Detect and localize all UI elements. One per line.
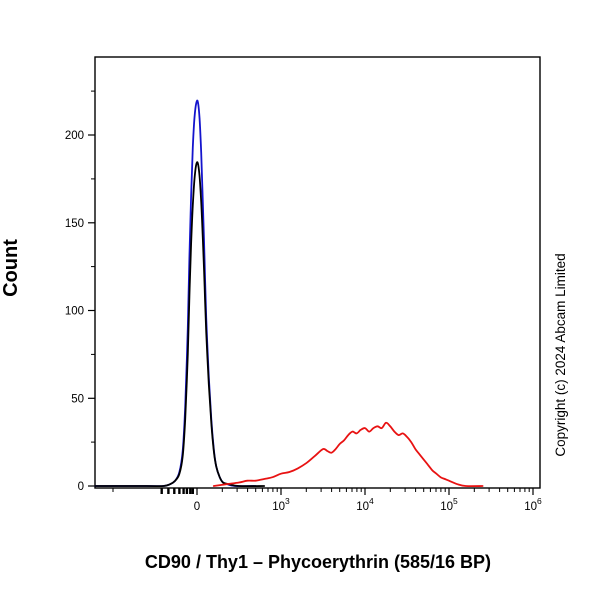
copyright-text: Copyright (c) 2024 Abcam Limited	[553, 253, 568, 456]
x-tick-label: 104	[356, 496, 374, 513]
y-tick-label: 50	[71, 393, 84, 405]
x-axis-title: CD90 / Thy1 – Phycoerythrin (585/16 BP)	[145, 552, 491, 572]
x-tick-label: 105	[440, 496, 458, 513]
y-axis-title: Count	[0, 239, 22, 297]
series-black-curve	[94, 161, 266, 488]
x-tick-label: 0	[194, 501, 200, 513]
y-tick-label: 0	[78, 481, 84, 493]
y-tick-label: 150	[65, 218, 84, 230]
x-tick-label: 106	[524, 496, 542, 513]
y-tick-label: 100	[65, 306, 84, 318]
plot-frame	[94, 56, 541, 489]
plot-area: 0 50 100 150 200 0 103 104 105 106	[65, 56, 542, 513]
x-tick-label: 103	[272, 496, 290, 513]
y-tick-label: 200	[65, 130, 84, 142]
series-red-curve	[212, 421, 484, 488]
series-blue-curve	[94, 99, 257, 488]
